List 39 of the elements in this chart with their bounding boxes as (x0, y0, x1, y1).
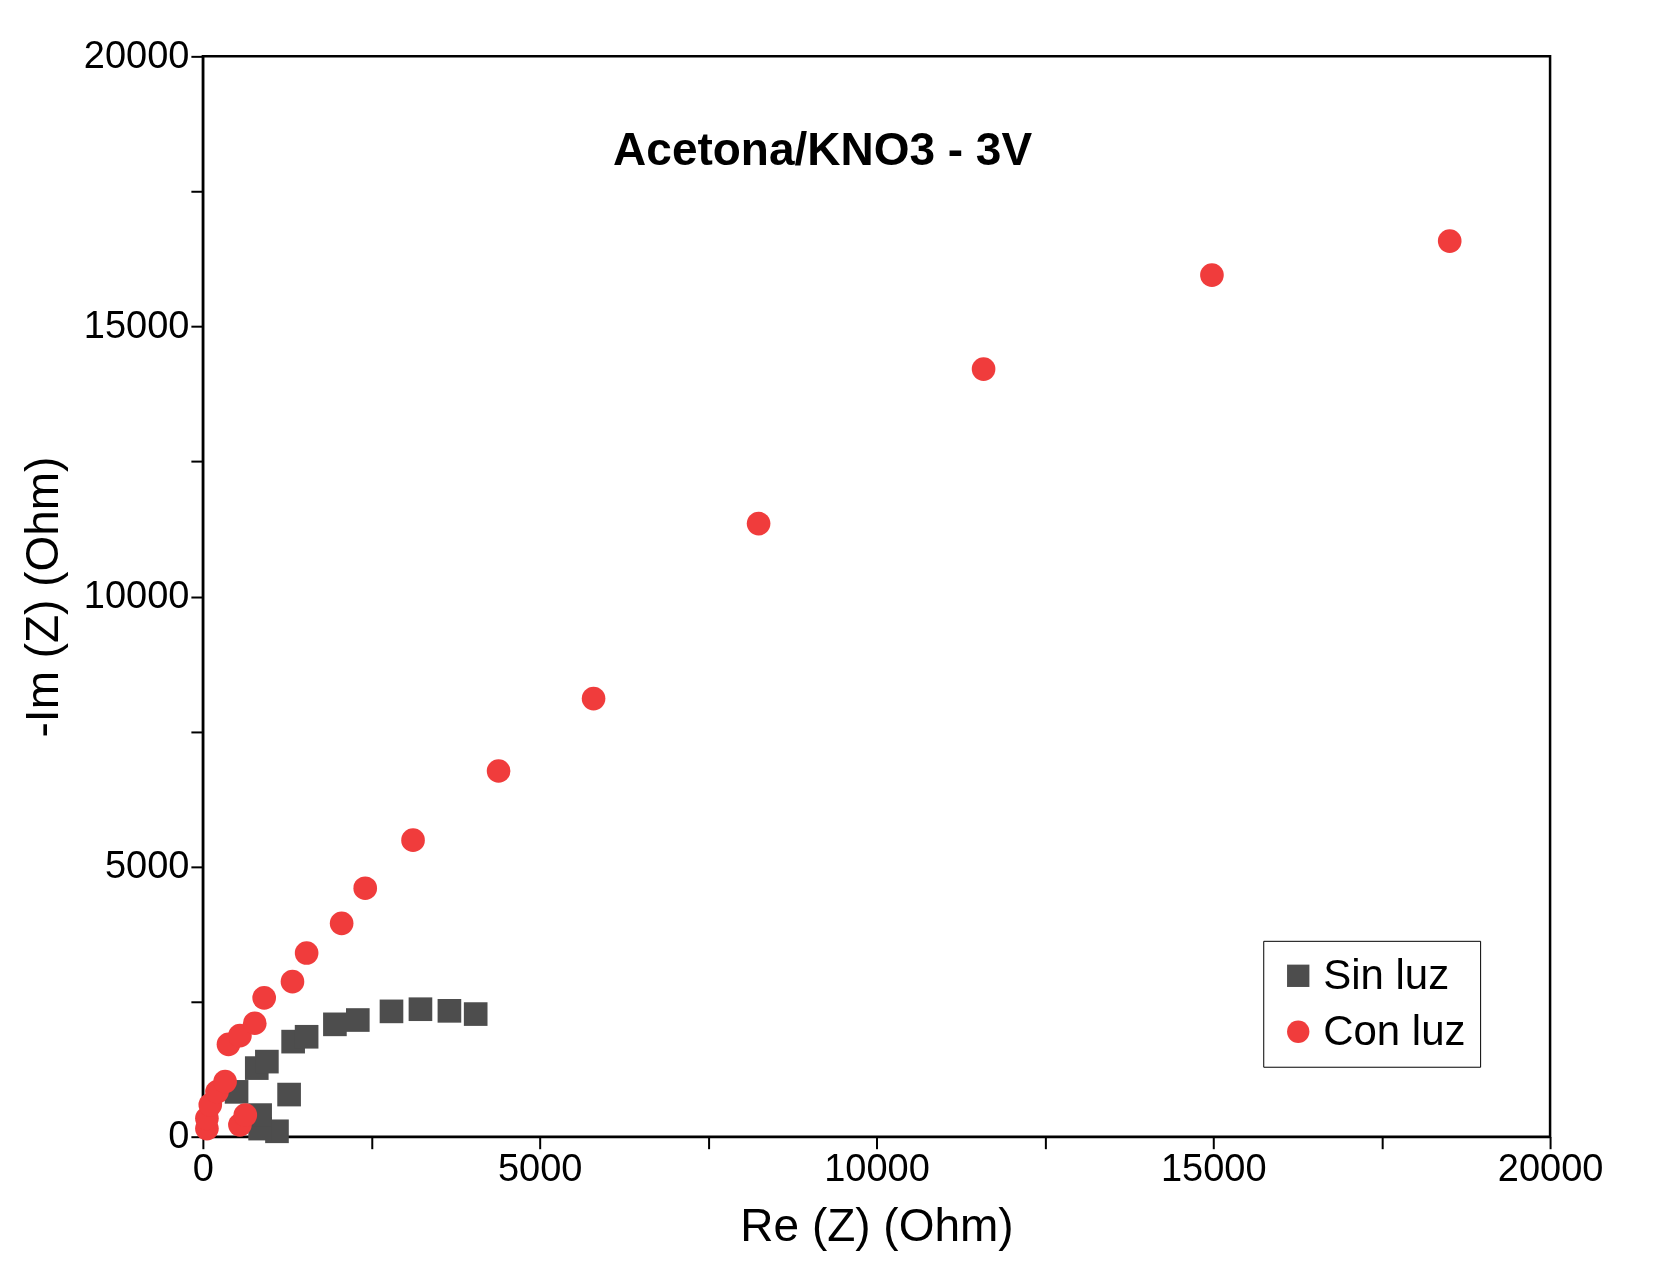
point (255, 1049, 279, 1074)
point (1200, 263, 1224, 287)
point (323, 1012, 347, 1037)
point (294, 941, 319, 965)
x-tick-label: 10000 (824, 1147, 930, 1190)
x-tick-label: 20000 (1497, 1147, 1604, 1190)
point (294, 1024, 319, 1049)
point (345, 1008, 370, 1032)
legend-label: Sin luz (1323, 950, 1450, 998)
point (228, 1023, 252, 1048)
y-tick-label: 5000 (104, 844, 190, 887)
point (486, 759, 511, 783)
y-tick-label: 20000 (83, 33, 190, 76)
y-axis-title: -Im (Z) (Ohm) (15, 456, 68, 738)
text: Acetona/KNO3 - 3V (613, 123, 1033, 176)
point (408, 997, 433, 1022)
point (353, 876, 378, 901)
point (233, 1103, 258, 1127)
point (463, 1002, 488, 1026)
point (581, 686, 606, 711)
point (401, 828, 425, 852)
point (1437, 229, 1462, 253)
point (213, 1069, 237, 1094)
point (437, 999, 462, 1023)
x-tick-label: 5000 (497, 1147, 583, 1190)
point (329, 911, 354, 936)
x-tick-label: 15000 (1160, 1147, 1267, 1190)
point (971, 357, 996, 381)
x-axis-title: Re (Z) (Ohm) (740, 1199, 1014, 1252)
point (252, 986, 276, 1010)
point (280, 969, 305, 994)
point (277, 1082, 301, 1107)
y-tick-label: 0 (168, 1114, 190, 1157)
y-tick-label: 10000 (83, 574, 190, 617)
legend-label: Con luz (1323, 1006, 1466, 1054)
y-tick-label: 15000 (83, 303, 190, 346)
point (379, 999, 404, 1024)
point (242, 1011, 267, 1036)
point (746, 511, 771, 536)
